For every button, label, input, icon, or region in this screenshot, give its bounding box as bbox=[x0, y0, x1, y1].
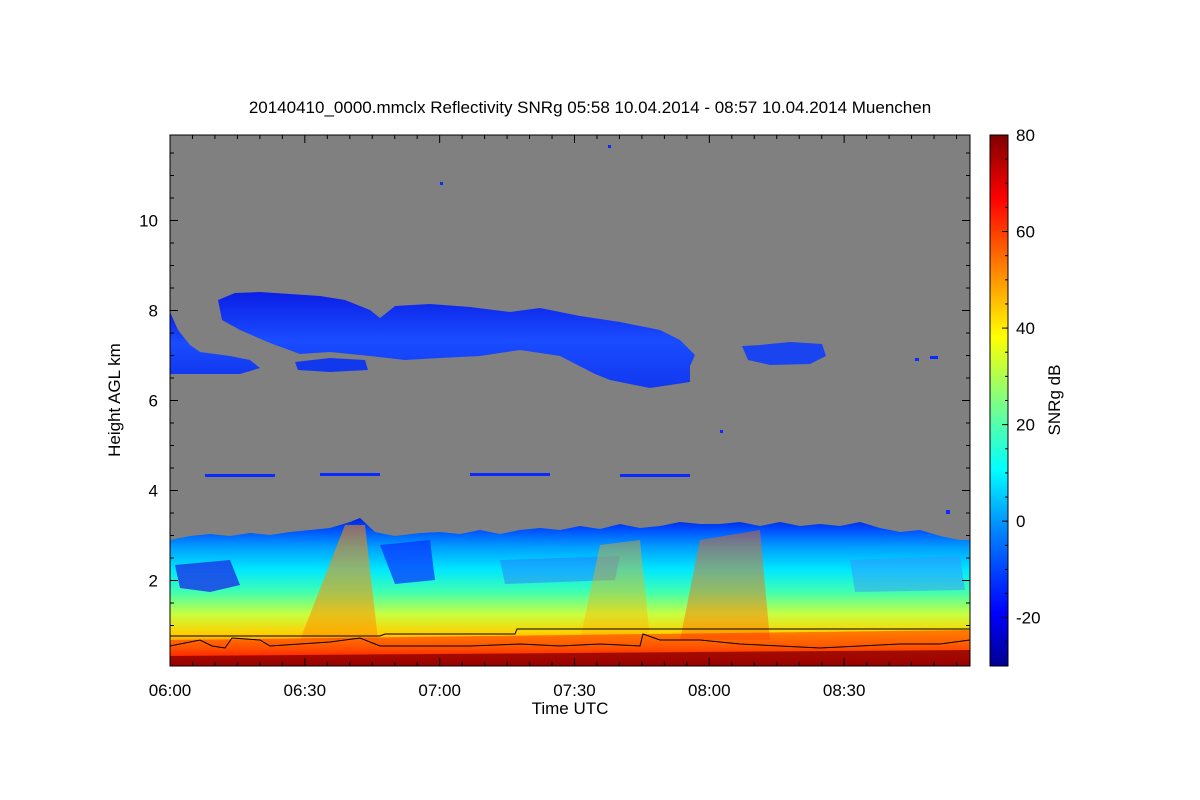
x-axis: 06:00 06:30 07:00 07:30 08:00 08:30 bbox=[149, 135, 958, 700]
bl-low-snr-patch bbox=[850, 556, 965, 592]
x-tick-label: 07:00 bbox=[418, 681, 461, 700]
mixing-layer-line bbox=[170, 633, 970, 649]
colorbar-axis: -20 0 20 40 60 80 bbox=[1002, 126, 1041, 667]
bl-low-snr-patch bbox=[500, 556, 620, 584]
x-tick-label: 07:30 bbox=[553, 681, 596, 700]
bl-low-snr-patch bbox=[380, 540, 435, 584]
x-tick-label: 08:00 bbox=[688, 681, 731, 700]
colorbar-tick-label: 20 bbox=[1016, 416, 1035, 435]
noise-specks bbox=[205, 145, 950, 514]
bl-plume bbox=[580, 540, 650, 640]
bl-plume bbox=[680, 530, 770, 640]
surface-echo bbox=[170, 650, 970, 666]
colorbar-tick-label: 40 bbox=[1016, 319, 1035, 338]
upper-cloud-layer bbox=[742, 342, 826, 365]
colorbar-tick-label: 0 bbox=[1016, 512, 1025, 531]
colorbar-tick-label: 60 bbox=[1016, 223, 1035, 242]
y-tick-label: 4 bbox=[149, 482, 158, 501]
y-tick-label: 2 bbox=[149, 572, 158, 591]
bl-low-snr-patch bbox=[175, 560, 240, 592]
y-tick-label: 10 bbox=[139, 212, 158, 231]
x-axis-label: Time UTC bbox=[532, 699, 609, 718]
upper-cloud-layer bbox=[295, 358, 368, 372]
x-tick-label: 06:30 bbox=[284, 681, 327, 700]
upper-cloud-layer bbox=[218, 292, 695, 388]
bl-plume bbox=[300, 525, 378, 640]
upper-cloud-layer bbox=[170, 312, 260, 374]
y-tick-label: 6 bbox=[149, 392, 158, 411]
x-tick-label: 08:30 bbox=[823, 681, 866, 700]
cloud-base-line bbox=[170, 628, 970, 637]
y-axis: 2 4 6 8 10 bbox=[139, 152, 970, 626]
colorbar-tick-label: -20 bbox=[1016, 609, 1041, 628]
y-axis-label: Height AGL km bbox=[105, 343, 124, 457]
y-tick-label: 8 bbox=[149, 302, 158, 321]
colorbar-label: SNRg dB bbox=[1045, 365, 1064, 436]
chart-title: 20140410_0000.mmclx Reflectivity SNRg 05… bbox=[248, 98, 932, 117]
x-tick-label: 06:00 bbox=[149, 681, 192, 700]
colorbar-tick-label: 80 bbox=[1016, 126, 1035, 145]
radar-echo bbox=[170, 145, 970, 666]
